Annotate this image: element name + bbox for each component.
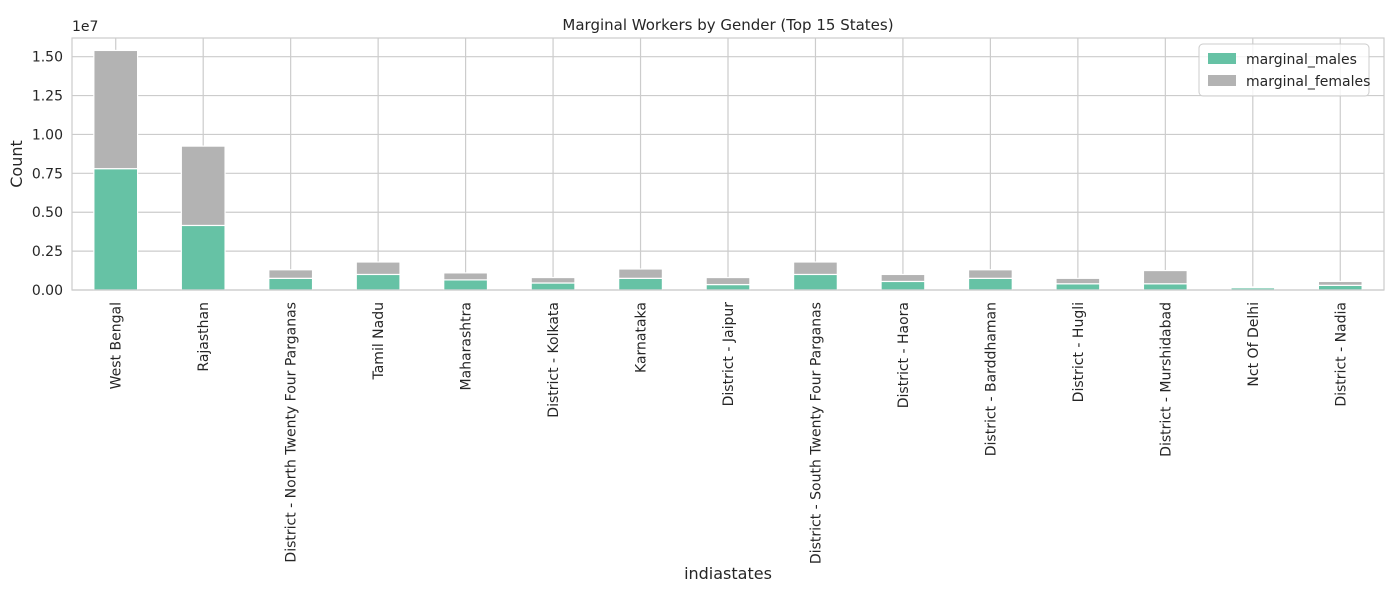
x-tick-label: Rajasthan xyxy=(196,302,212,372)
x-tick-label: Tamil Nadu xyxy=(371,302,387,381)
plot-frame xyxy=(71,37,1385,291)
bar-marginal-males-11 xyxy=(1055,283,1101,291)
bar-marginal-males-1 xyxy=(180,224,226,291)
bar-marginal-females-0 xyxy=(93,49,139,170)
bar-marginal-males-4 xyxy=(443,279,489,291)
y-scale-label: 1e7 xyxy=(72,19,98,35)
x-tick-label: West Bengal xyxy=(109,302,125,389)
y-tick-label: 0.50 xyxy=(32,205,63,221)
bar-marginal-males-3 xyxy=(355,273,401,291)
bar-marginal-females-12 xyxy=(1142,269,1188,285)
bar-marginal-females-9 xyxy=(880,273,926,283)
y-tick-label: 0.25 xyxy=(32,244,63,260)
x-tick-label: District - North Twenty Four Parganas xyxy=(284,302,300,563)
x-tick-labels: West Bengal Rajasthan District - North Twe… xyxy=(109,302,1350,564)
bar-marginal-females-3 xyxy=(355,261,401,276)
bar-marginal-females-1 xyxy=(180,145,226,227)
x-tick-label: Maharashtra xyxy=(459,302,475,390)
x-tick-label: District - Nadia xyxy=(1333,302,1349,407)
x-tick-label: Nct Of Delhi xyxy=(1246,302,1262,387)
y-tick-label: 1.50 xyxy=(32,50,63,66)
legend-label-marginal-females: marginal_females xyxy=(1246,74,1370,90)
bar-marginal-males-5 xyxy=(530,282,576,291)
bar-marginal-males-14 xyxy=(1317,284,1363,291)
x-tick-label: District - Murshidabad xyxy=(1158,302,1174,457)
legend-swatch-marginal-males xyxy=(1208,53,1236,64)
y-tick-label: 0.75 xyxy=(32,166,63,182)
bar-marginal-females-5 xyxy=(530,276,576,284)
bar-marginal-females-10 xyxy=(967,269,1013,279)
x-tick-label: District - Haora xyxy=(896,302,912,408)
bar-marginal-males-6 xyxy=(618,277,664,291)
x-tick-label: Karnataka xyxy=(634,302,650,373)
x-tick-label: District - Jaipur xyxy=(721,302,737,407)
y-tick-labels: 0.00 0.25 0.50 0.75 1.00 1.25 1.50 xyxy=(32,50,63,299)
grid xyxy=(72,38,1384,291)
y-axis-title: Count xyxy=(7,140,26,188)
bar-marginal-males-12 xyxy=(1142,283,1188,291)
bar-marginal-females-2 xyxy=(268,269,314,279)
bar-marginal-males-2 xyxy=(268,277,314,291)
y-tick-label: 1.25 xyxy=(32,89,63,105)
y-tick-label: 0.00 xyxy=(32,283,63,299)
legend-label-marginal-males: marginal_males xyxy=(1246,52,1357,68)
bar-marginal-females-8 xyxy=(792,261,838,276)
y-tick-label: 1.00 xyxy=(32,127,63,143)
x-tick-label: District - Hugli xyxy=(1071,302,1087,402)
bar-marginal-males-9 xyxy=(880,280,926,291)
x-tick-label: District - Barddhaman xyxy=(983,302,999,456)
bar-marginal-males-10 xyxy=(967,277,1013,291)
bar-marginal-males-8 xyxy=(792,273,838,291)
legend: marginal_males marginal_females xyxy=(1198,43,1370,97)
bar-marginal-males-0 xyxy=(93,168,139,291)
bar-marginal-females-13 xyxy=(1230,286,1276,289)
bars xyxy=(93,49,1363,291)
bar-marginal-males-7 xyxy=(705,283,751,291)
bar-marginal-females-7 xyxy=(705,276,751,286)
legend-swatch-marginal-females xyxy=(1208,75,1236,86)
legend-box xyxy=(1198,43,1370,97)
x-tick-label: District - Kolkata xyxy=(546,302,562,418)
bar-marginal-females-4 xyxy=(443,272,489,281)
bar-marginal-females-14 xyxy=(1317,280,1363,286)
x-tick-label: District - South Twenty Four Parganas xyxy=(808,302,824,564)
bar-marginal-females-6 xyxy=(618,268,664,279)
chart-title: Marginal Workers by Gender (Top 15 State… xyxy=(562,16,893,34)
x-axis-title: indiastates xyxy=(684,564,772,583)
bar-marginal-females-11 xyxy=(1055,277,1101,285)
